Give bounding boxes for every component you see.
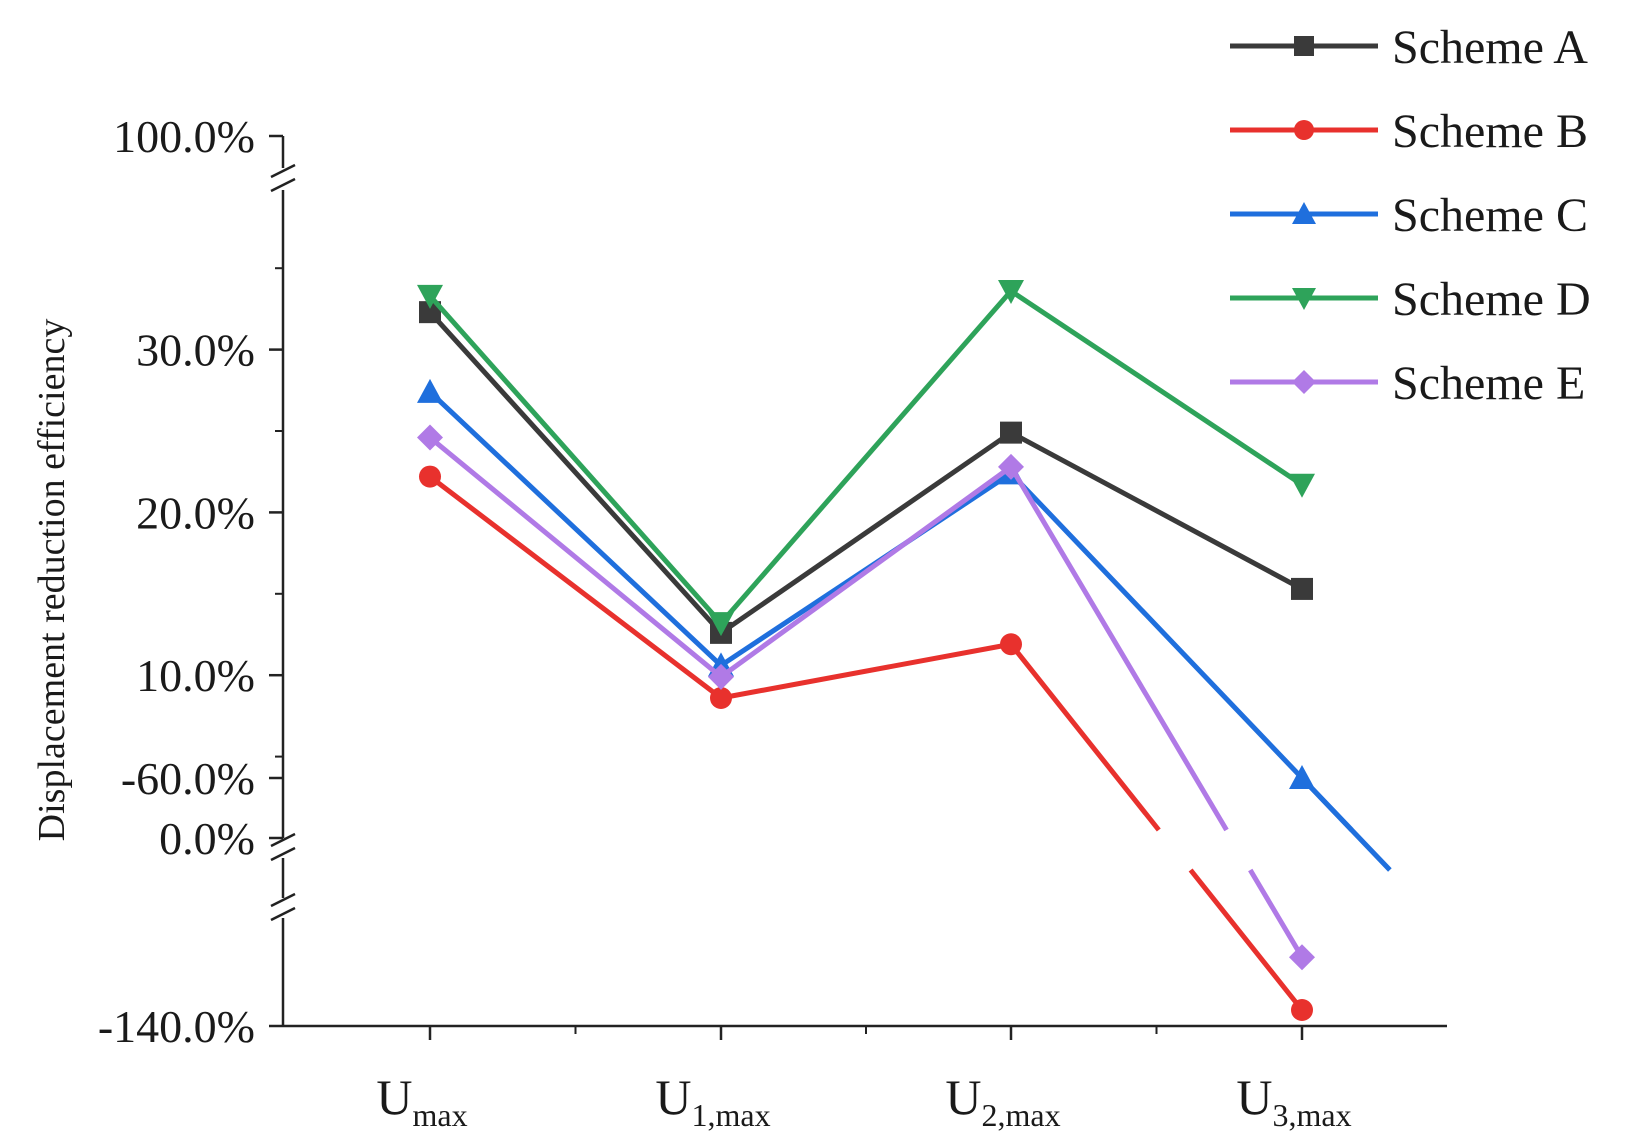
x-tick-label: Umax bbox=[376, 1069, 467, 1133]
series-line bbox=[428, 474, 723, 700]
x-tick-label: U1,max bbox=[655, 1069, 770, 1133]
series-line bbox=[428, 435, 723, 679]
y-tick-label: 10.0% bbox=[136, 650, 255, 701]
series-line bbox=[428, 294, 723, 625]
series-scheme-b bbox=[419, 465, 1313, 1021]
legend-label: Scheme E bbox=[1392, 357, 1585, 410]
legend-item: Scheme D bbox=[1230, 273, 1591, 326]
axes: -140.0% -60.0% 0.0% 10.0% 20.0% 30.0% 100.0% Um… bbox=[98, 111, 1447, 1133]
data-point bbox=[417, 284, 443, 309]
axis-break-mark bbox=[270, 846, 296, 862]
y-axis-label: Displacement reduction efficiency bbox=[31, 319, 73, 842]
data-point bbox=[710, 686, 732, 709]
data-point bbox=[708, 663, 734, 690]
legend-item: Scheme A bbox=[1230, 21, 1588, 74]
data-point bbox=[998, 453, 1024, 480]
legend-label: Scheme D bbox=[1392, 273, 1591, 326]
series-scheme-d bbox=[417, 279, 1315, 637]
series-line bbox=[1009, 288, 1304, 487]
y-tick-label: 20.0% bbox=[136, 487, 255, 538]
series-line bbox=[1009, 471, 1354, 832]
y-tick-label: -140.0% bbox=[98, 1001, 255, 1052]
series-line bbox=[1248, 868, 1305, 959]
series-line bbox=[719, 430, 1013, 635]
axis-break-mark bbox=[270, 892, 296, 908]
data-point bbox=[1289, 473, 1315, 498]
legend-label: Scheme C bbox=[1392, 189, 1588, 242]
series-layer bbox=[417, 279, 1392, 1021]
data-point bbox=[419, 301, 441, 324]
data-point bbox=[1292, 202, 1316, 224]
data-point bbox=[1289, 765, 1315, 789]
data-point bbox=[417, 424, 443, 451]
data-point bbox=[1291, 577, 1313, 600]
series-line bbox=[719, 289, 1013, 625]
axis-break-mark bbox=[270, 832, 296, 848]
series-scheme-c bbox=[417, 378, 1392, 872]
y-tick-label: 30.0% bbox=[136, 325, 255, 376]
y-tick-label: -60.0% bbox=[121, 753, 255, 804]
data-point bbox=[1294, 36, 1314, 56]
data-point bbox=[419, 465, 441, 488]
axis-break-mark bbox=[270, 177, 296, 193]
data-point bbox=[708, 612, 734, 637]
y-tick-label: 100.0% bbox=[113, 111, 255, 162]
series-line bbox=[1009, 642, 1161, 832]
legend-label: Scheme B bbox=[1392, 105, 1588, 158]
data-point bbox=[1294, 120, 1314, 140]
series-line bbox=[1009, 430, 1304, 592]
series-line bbox=[428, 390, 723, 668]
x-tick-label: U2,max bbox=[945, 1069, 1060, 1133]
series-line bbox=[1008, 465, 1229, 832]
data-point bbox=[1291, 999, 1313, 1021]
series-scheme-e bbox=[417, 424, 1315, 971]
data-point bbox=[1000, 633, 1022, 656]
data-point bbox=[1289, 944, 1315, 971]
x-tick-label: U3,max bbox=[1236, 1069, 1351, 1133]
data-point bbox=[1000, 421, 1022, 444]
data-point bbox=[417, 378, 443, 403]
legend-item: Scheme E bbox=[1230, 357, 1585, 410]
series-line bbox=[1300, 776, 1392, 872]
legend-item: Scheme C bbox=[1230, 189, 1588, 242]
series-line bbox=[720, 641, 1012, 701]
data-point bbox=[1292, 370, 1316, 394]
axis-break-mark bbox=[270, 163, 296, 179]
legend-item: Scheme B bbox=[1230, 105, 1588, 158]
legend: Scheme A Scheme B Scheme C Scheme D Scheme E bbox=[1230, 21, 1591, 410]
data-point bbox=[998, 279, 1024, 304]
y-tick-label: 0.0% bbox=[159, 813, 255, 864]
series-line bbox=[719, 464, 1013, 679]
legend-label: Scheme A bbox=[1392, 21, 1588, 74]
data-point bbox=[1292, 288, 1316, 310]
axis-break-mark bbox=[270, 906, 296, 922]
series-scheme-a bbox=[419, 301, 1313, 644]
series-line bbox=[1188, 868, 1304, 1012]
series-line bbox=[428, 310, 723, 635]
